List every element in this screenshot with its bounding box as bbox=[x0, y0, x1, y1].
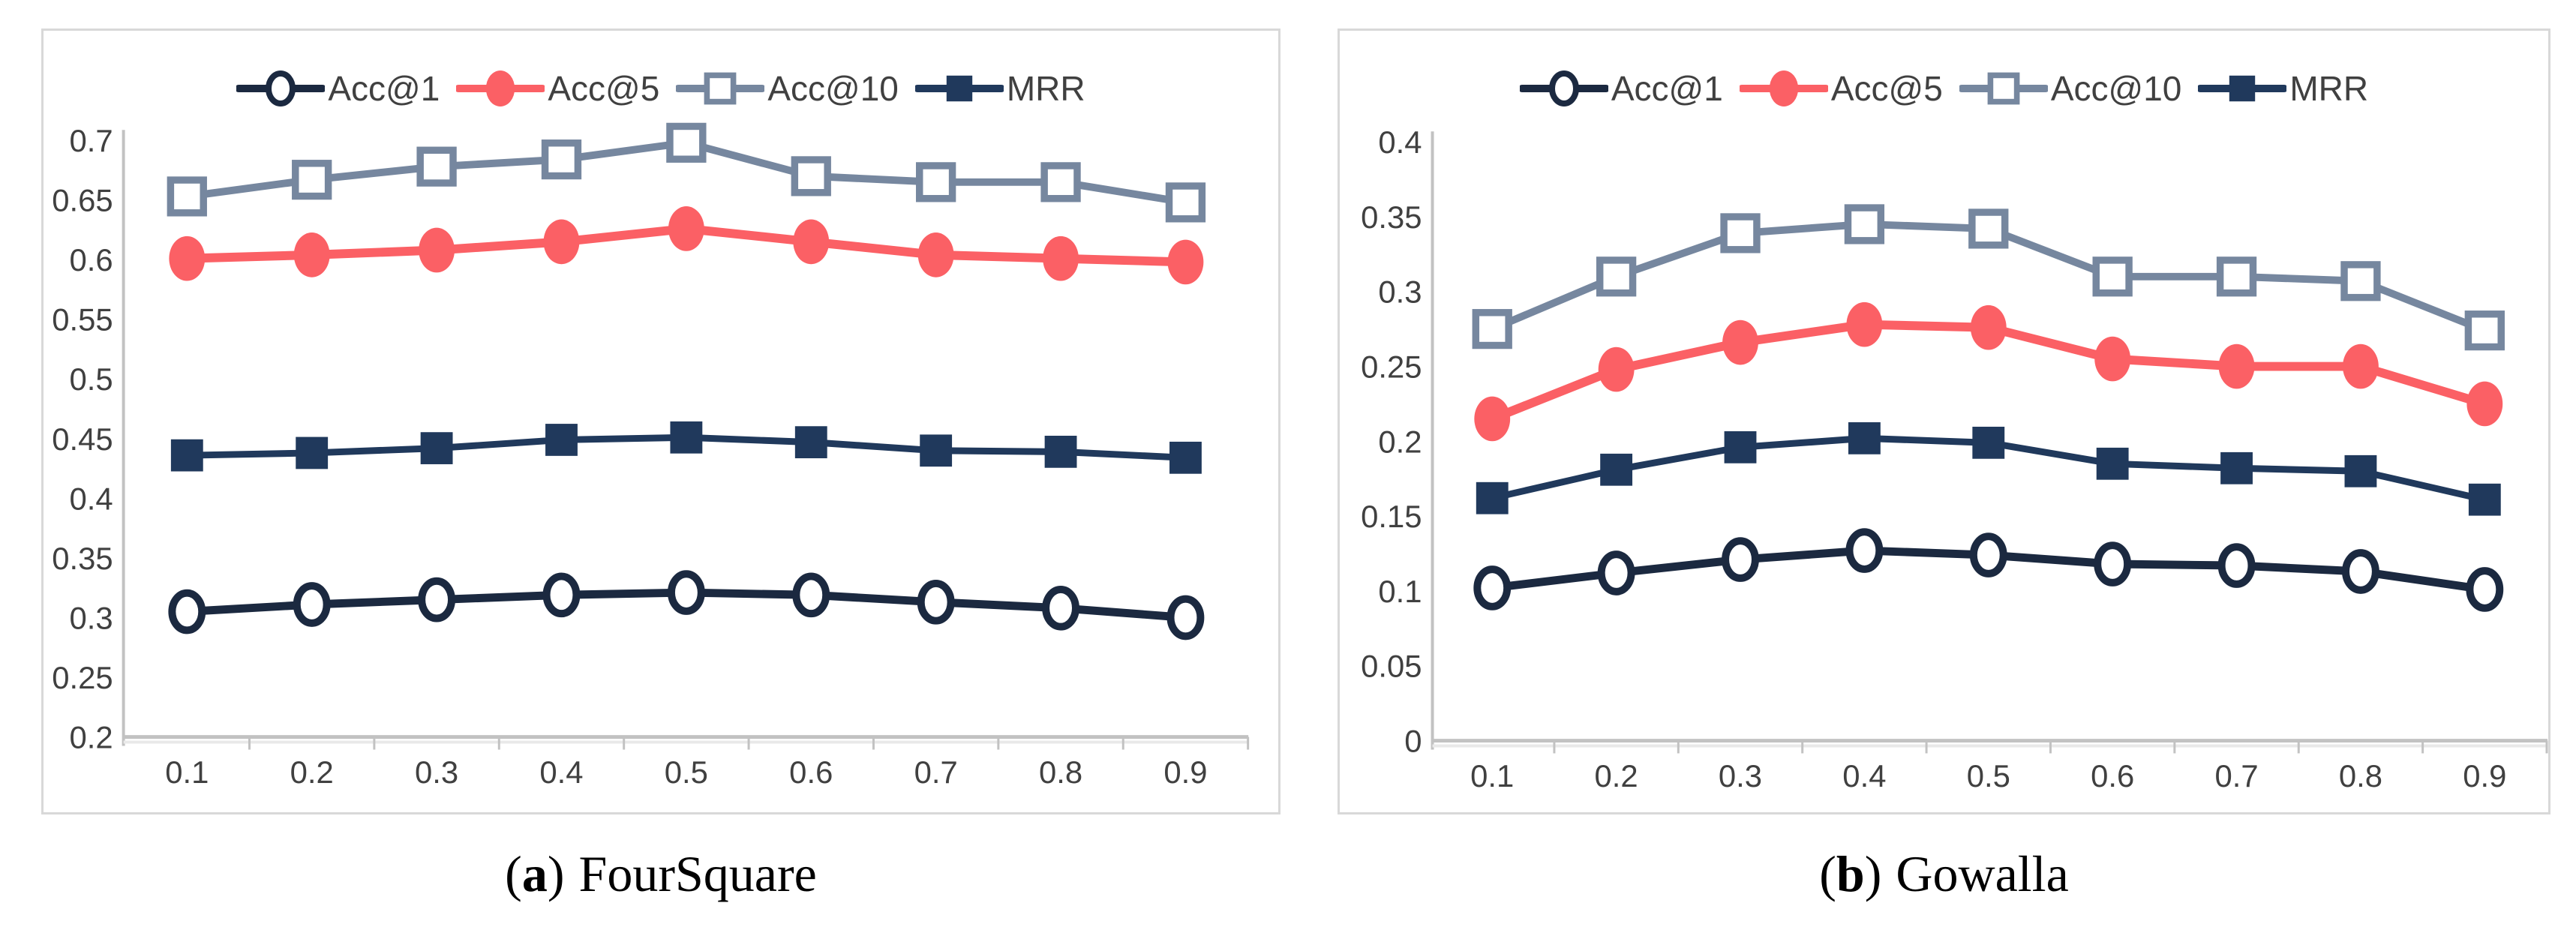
caption-paren: ) bbox=[547, 845, 565, 902]
caption-gowalla: (b) Gowalla bbox=[1338, 844, 2550, 904]
legend-item-mrr: MRR bbox=[914, 65, 1085, 112]
open-circle-marker-icon bbox=[1519, 70, 1608, 106]
series-Acc@5 bbox=[169, 206, 1204, 285]
svg-text:0.7: 0.7 bbox=[2214, 758, 2258, 794]
y-axis-labels: 0.4 0.35 0.3 0.25 0.2 0.15 0.1 0.05 0 bbox=[1361, 124, 1422, 758]
caption-paren: ) bbox=[1864, 845, 1882, 902]
svg-text:0.3: 0.3 bbox=[69, 600, 113, 635]
svg-text:0.6: 0.6 bbox=[69, 242, 113, 278]
svg-text:0.2: 0.2 bbox=[1378, 424, 1422, 459]
filled-square-marker-icon bbox=[2198, 75, 2287, 102]
series-Acc@10 bbox=[1472, 204, 2505, 351]
x-axis-labels: 0.1 0.2 0.3 0.4 0.5 0.6 0.7 0.8 0.9 bbox=[1470, 758, 2506, 794]
svg-text:0.4: 0.4 bbox=[539, 754, 583, 790]
legend-label: Acc@10 bbox=[2050, 69, 2182, 108]
series-Acc@10 bbox=[167, 122, 1206, 223]
foursquare-plot: 0.70.650.60.550.50.450.40.350.30.250.20.… bbox=[52, 122, 1250, 790]
filled-circle-marker-icon bbox=[1739, 70, 1828, 106]
svg-text:0.9: 0.9 bbox=[1163, 754, 1207, 790]
legend-gowalla: Acc@1 Acc@5 Acc@10 MRR bbox=[1340, 65, 2548, 112]
legend-item-acc10: Acc@10 bbox=[1959, 65, 2182, 112]
svg-text:0.45: 0.45 bbox=[52, 422, 113, 457]
svg-text:0.2: 0.2 bbox=[1595, 758, 1638, 794]
svg-text:0.6: 0.6 bbox=[2091, 758, 2134, 794]
axes bbox=[122, 130, 1250, 750]
svg-text:0.7: 0.7 bbox=[69, 123, 113, 158]
legend-label: Acc@10 bbox=[767, 69, 899, 108]
legend-item-acc1: Acc@1 bbox=[1519, 65, 1723, 112]
svg-text:0.3: 0.3 bbox=[1378, 274, 1422, 310]
series-MRR bbox=[1476, 422, 2501, 516]
series-Acc@5 bbox=[1474, 302, 2503, 442]
open-circle-marker-icon bbox=[236, 70, 326, 106]
svg-text:0.8: 0.8 bbox=[2339, 758, 2382, 794]
svg-text:0.3: 0.3 bbox=[1719, 758, 1762, 794]
caption-title: FourSquare bbox=[578, 845, 817, 902]
legend-label: Acc@1 bbox=[1611, 69, 1723, 108]
svg-text:0.55: 0.55 bbox=[52, 302, 113, 338]
svg-text:0.8: 0.8 bbox=[1039, 754, 1082, 790]
caption-title: Gowalla bbox=[1896, 845, 2069, 902]
svg-text:0.35: 0.35 bbox=[1361, 200, 1422, 235]
legend-label: MRR bbox=[1006, 69, 1085, 108]
series-Acc@1 bbox=[1473, 528, 2504, 612]
svg-text:0.2: 0.2 bbox=[69, 720, 113, 755]
series-MRR bbox=[170, 421, 1202, 474]
legend-label: Acc@1 bbox=[328, 69, 440, 108]
svg-text:0.35: 0.35 bbox=[52, 541, 113, 576]
svg-text:0.15: 0.15 bbox=[1361, 499, 1422, 534]
legend-item-acc5: Acc@5 bbox=[1739, 65, 1943, 112]
chart-panel-gowalla: Acc@1 Acc@5 Acc@10 MRR 0.4 0.35 0.3 0.25 0.2… bbox=[1338, 28, 2550, 814]
svg-text:0.1: 0.1 bbox=[1378, 574, 1422, 609]
svg-text:0.4: 0.4 bbox=[1378, 124, 1422, 160]
legend-label: Acc@5 bbox=[548, 69, 660, 108]
legend-label: Acc@5 bbox=[1830, 69, 1943, 108]
svg-text:0.6: 0.6 bbox=[789, 754, 833, 790]
svg-text:0.4: 0.4 bbox=[69, 481, 113, 516]
open-square-marker-icon bbox=[1959, 72, 2048, 105]
svg-text:0.1: 0.1 bbox=[165, 754, 209, 790]
caption-foursquare: (a) FourSquare bbox=[41, 844, 1280, 904]
legend-item-acc10: Acc@10 bbox=[676, 65, 899, 112]
caption-letter: b bbox=[1836, 845, 1865, 902]
svg-text:0.1: 0.1 bbox=[1470, 758, 1514, 794]
legend-foursquare: Acc@1 Acc@5 Acc@10 MRR bbox=[44, 65, 1278, 112]
svg-text:0.5: 0.5 bbox=[665, 754, 708, 790]
svg-text:0.3: 0.3 bbox=[415, 754, 458, 790]
series-Acc@1 bbox=[168, 570, 1205, 640]
svg-text:0.25: 0.25 bbox=[52, 660, 113, 695]
open-square-marker-icon bbox=[676, 72, 765, 105]
legend-item-acc5: Acc@5 bbox=[456, 65, 659, 112]
caption-paren: ( bbox=[505, 845, 522, 902]
svg-text:0.5: 0.5 bbox=[69, 362, 113, 397]
legend-item-mrr: MRR bbox=[2198, 65, 2368, 112]
caption-letter: a bbox=[521, 845, 548, 902]
svg-text:0.05: 0.05 bbox=[1361, 649, 1422, 684]
chart-panel-foursquare: Acc@1 Acc@5 Acc@10 MRR 0.7 0.65 0.6 0.55 0.5… bbox=[41, 28, 1280, 814]
filled-square-marker-icon bbox=[914, 75, 1004, 102]
svg-text:0.5: 0.5 bbox=[1967, 758, 2010, 794]
legend-label: MRR bbox=[2289, 69, 2369, 108]
x-axis-labels: 0.1 0.2 0.3 0.4 0.5 0.6 0.7 0.8 0.9 bbox=[165, 754, 1207, 790]
y-axis-labels: 0.7 0.65 0.6 0.55 0.5 0.45 0.4 0.35 0.3 0.25 0.2 bbox=[52, 123, 113, 754]
svg-text:0.7: 0.7 bbox=[914, 754, 958, 790]
svg-text:0.9: 0.9 bbox=[2463, 758, 2506, 794]
svg-text:0.4: 0.4 bbox=[1842, 758, 1886, 794]
caption-paren: ( bbox=[1819, 845, 1836, 902]
svg-text:0.2: 0.2 bbox=[290, 754, 334, 790]
svg-text:0.25: 0.25 bbox=[1361, 350, 1422, 385]
svg-text:0: 0 bbox=[1404, 724, 1422, 759]
axes bbox=[1431, 131, 2548, 754]
svg-text:0.65: 0.65 bbox=[52, 183, 113, 218]
legend-item-acc1: Acc@1 bbox=[236, 65, 440, 112]
filled-circle-marker-icon bbox=[456, 70, 545, 106]
